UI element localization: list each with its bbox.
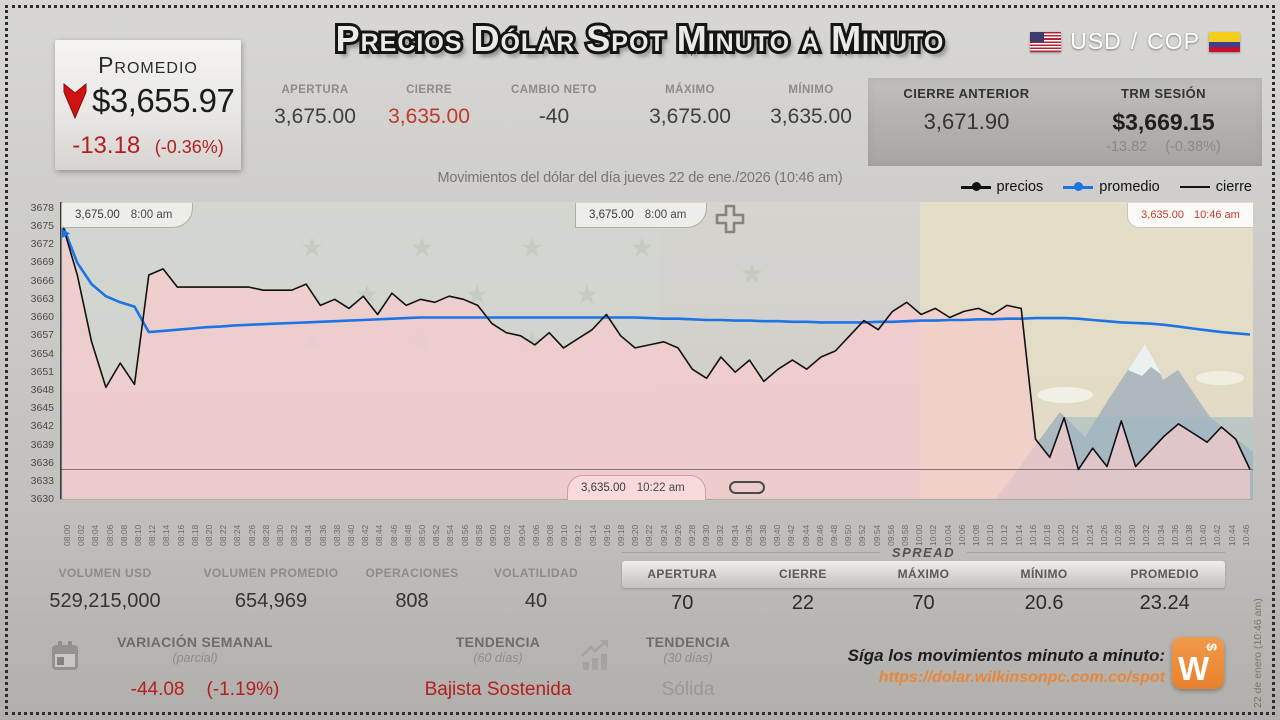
side-note: 22 de enero (10:46 am) (1252, 598, 1264, 708)
promedio-change: -13.18 (-0.36%) (55, 132, 241, 160)
volatilidad: VOLATILIDAD 40 (493, 566, 579, 612)
chart-legend: precios promedio cierre (960, 179, 1252, 195)
pair-quote: COP (1147, 28, 1200, 54)
pair-separator: / (1130, 28, 1139, 54)
trm-change-pct: (-0.38%) (1165, 139, 1221, 155)
precios-line (62, 226, 1251, 471)
currency-pair: USD / COP (1030, 28, 1240, 55)
annotation-low: 3,635.00 10:22 am (567, 475, 706, 500)
reference-panel: CIERRE ANTERIOR 3,671.90 TRM SESIÓN $3,6… (868, 78, 1262, 166)
promedio-value: $3,655.97 (92, 82, 235, 119)
legend-precios: precios (960, 179, 1043, 195)
start-marker-icon (62, 229, 70, 238)
legend-promedio: promedio (1063, 179, 1160, 195)
stat-cierre: CIERRE 3,635.00 (388, 84, 470, 128)
promedio-change-abs: -13.18 (72, 132, 141, 159)
pill-marker-icon (729, 481, 765, 494)
price-area-fill (63, 226, 1250, 500)
promedio-label: Promedio (98, 52, 198, 78)
crosshair-icon[interactable] (714, 203, 746, 235)
cta-url[interactable]: https://dolar.wilkinsonpc.com.co/spot (878, 669, 1165, 686)
cierre-anterior: CIERRE ANTERIOR 3,671.90 (903, 86, 1030, 134)
stat-apertura: APERTURA 3,675.00 (274, 84, 356, 128)
chart-subtitle: Movimientos del dólar del día jueves 22 … (437, 170, 843, 186)
promedio-line-sample (1063, 182, 1094, 192)
tendencia-60-value: Bajista Sostenida (424, 679, 572, 700)
trend-chart-icon (581, 640, 608, 670)
annotation-high: 3,675.00 8:00 am (575, 203, 708, 228)
cta-text: Síga los movimientos minuto a minuto: (847, 646, 1165, 665)
tendencia-60: TENDENCIA (60 días) (455, 634, 541, 665)
variacion-value: -44.08 (-1.19%) (130, 679, 280, 700)
cierre-line-sample (1179, 186, 1210, 188)
spread-header-row: APERTURA CIERRE MÁXIMO MÍNIMO PROMEDIO (622, 561, 1225, 588)
precios-line-sample (960, 182, 991, 192)
colombia-flag-icon (1209, 31, 1240, 52)
tendencia-30-value: Sólida (661, 679, 715, 700)
trm-sesion: TRM SESIÓN $3,669.15 -13.82 (-0.38%) (1106, 86, 1221, 155)
stat-cambio-neto: CAMBIO NETO -40 (511, 84, 597, 128)
stat-maximo: MÁXIMO 3,675.00 (649, 84, 731, 128)
session-stats-row: APERTURA 3,675.00 CIERRE 3,635.00 CAMBIO… (255, 84, 867, 129)
stat-minimo: MÍNIMO 3,635.00 (770, 84, 852, 128)
page-title: Precios Dólar Spot Minuto a Minuto Preci… (333, 15, 947, 62)
annotation-current: 3,635.00 10:46 am (1127, 203, 1253, 228)
pair-base: USD (1070, 28, 1122, 54)
cta-block: Síga los movimientos minuto a minuto: ht… (835, 646, 1165, 687)
trm-change: -13.82 (1106, 139, 1148, 155)
volumen-usd: VOLUMEN USD 529,215,000 (49, 566, 161, 612)
y-axis-labels: 3678 3675 3672 3669 3666 3663 3660 3657 3654 3651… (30, 201, 54, 506)
dollar-glyph-icon: $ (1204, 643, 1221, 651)
promedio-card: Promedio $3,655.97 -13.18 (-0.36%) (55, 40, 241, 170)
volumen-promedio: VOLUMEN PROMEDIO 654,969 (203, 566, 339, 612)
legend-cierre: cierre (1179, 179, 1252, 195)
variacion-semanal: VARIACIÓN SEMANAL (parcial) (117, 634, 273, 665)
promedio-line (61, 225, 1251, 336)
price-chart (60, 202, 1253, 500)
tendencia-30: TENDENCIA (30 días) (645, 634, 731, 665)
calendar-icon (52, 641, 78, 670)
x-axis-labels: 08:00 08:02 08:04 08:06 08:08 08:10 08:12 08:14… (62, 524, 1251, 546)
us-flag-icon (1030, 31, 1062, 52)
spread-title: SPREAD (622, 545, 1225, 560)
spread-values-row: 70 22 70 20.6 23.24 (671, 592, 1190, 614)
annotation-open: 3,675.00 8:00 am (61, 203, 194, 228)
promedio-change-pct: (-0.36%) (154, 137, 224, 157)
operaciones: OPERACIONES 808 (365, 566, 459, 612)
down-arrow-icon (63, 82, 87, 120)
wilkinson-logo[interactable]: W $ (1172, 637, 1224, 689)
